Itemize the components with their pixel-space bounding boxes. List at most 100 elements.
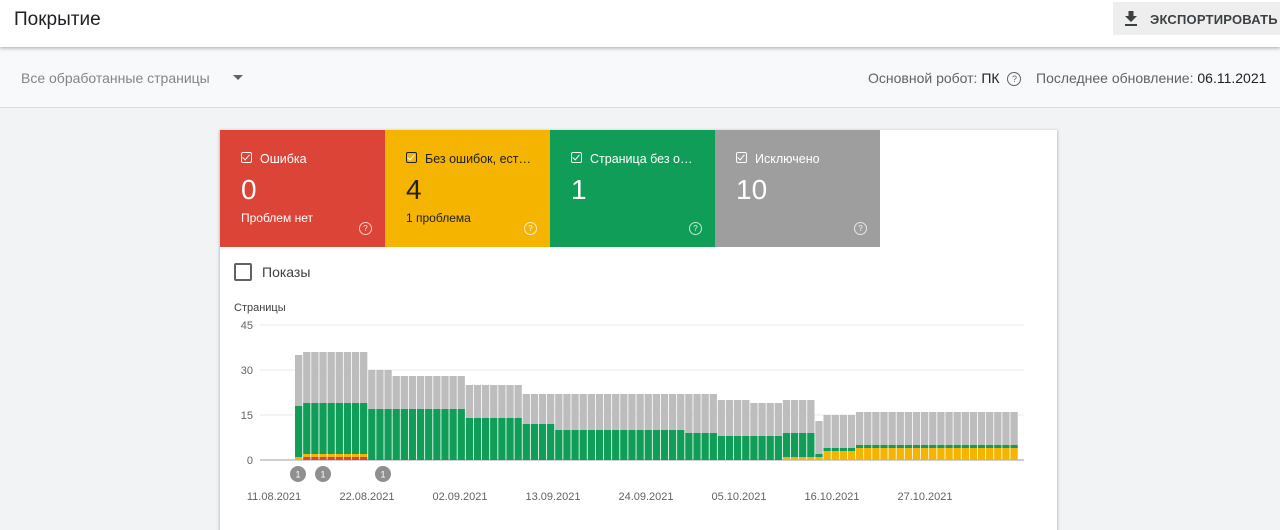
bar-segment-1 <box>799 457 807 460</box>
bar-segment-2 <box>612 430 620 460</box>
bar-segment-3 <box>311 352 319 403</box>
bar-segment-2 <box>343 403 352 454</box>
bar-segment-3 <box>994 412 1002 445</box>
bar-segment-2 <box>758 436 766 460</box>
y-tick-label: 45 <box>241 320 253 332</box>
bar-segment-3 <box>295 355 303 406</box>
pages-filter-dropdown[interactable]: Все обработанные страницы <box>21 70 243 86</box>
bar-segment-1 <box>961 448 969 460</box>
bar-segment-1 <box>847 451 856 460</box>
bar-segment-3 <box>636 394 644 430</box>
x-tick-label: 27.10.2021 <box>897 491 952 503</box>
annotation-label: 1 <box>320 470 325 480</box>
annotation-marker[interactable] <box>315 466 331 482</box>
last-update-value: 06.11.2021 <box>1197 70 1267 86</box>
bar-segment-3 <box>351 352 360 403</box>
bar-segment-1 <box>303 454 311 457</box>
bar-segment-2 <box>465 418 474 460</box>
bar-segment-2 <box>530 424 539 460</box>
bar-segment-1 <box>994 448 1002 460</box>
help-icon[interactable]: ? <box>689 222 702 235</box>
bar-segment-3 <box>368 370 376 409</box>
bar-segment-2 <box>986 445 994 448</box>
bar-segment-3 <box>912 412 921 445</box>
bar-segment-2 <box>750 436 758 460</box>
bar-segment-2 <box>335 403 343 454</box>
bar-segment-2 <box>490 418 498 460</box>
bar-segment-3 <box>441 376 449 409</box>
bar-segment-2 <box>880 445 888 448</box>
bar-segment-3 <box>742 400 750 436</box>
bar-segment-2 <box>555 430 563 460</box>
bar-segment-2 <box>742 436 750 460</box>
bar-segment-2 <box>790 433 799 457</box>
bar-segment-2 <box>953 445 961 448</box>
bar-segment-2 <box>644 430 652 460</box>
bar-segment-2 <box>400 409 408 460</box>
help-icon[interactable]: ? <box>524 222 537 235</box>
bar-segment-3 <box>538 394 547 424</box>
bar-segment-3 <box>652 394 661 430</box>
bar-segment-1 <box>351 454 360 457</box>
bar-segment-1 <box>969 448 978 460</box>
bar-segment-2 <box>945 445 953 448</box>
bar-segment-2 <box>1010 445 1018 448</box>
bar-segment-3 <box>880 412 888 445</box>
bar-segment-3 <box>457 376 465 409</box>
bar-segment-3 <box>823 415 831 448</box>
checkbox-checked-icon <box>571 152 582 163</box>
bar-segment-2 <box>603 430 612 460</box>
annotation-marker[interactable] <box>375 466 391 482</box>
bar-segment-2 <box>473 418 482 460</box>
bar-segment-3 <box>384 370 392 409</box>
bar-segment-2 <box>701 433 709 460</box>
tile-valid-warnings[interactable]: Без ошибок, ест… 4 1 проблема ? <box>385 130 550 247</box>
bar-segment-3 <box>628 394 636 430</box>
bar-segment-3 <box>408 376 417 409</box>
tile-count: 10 <box>736 174 768 205</box>
bar-segment-3 <box>319 352 327 403</box>
tile-valid[interactable]: Страница без о… 1 ? <box>550 130 715 247</box>
bar-segment-2 <box>628 430 636 460</box>
bar-segment-2 <box>441 409 449 460</box>
annotation-label: 1 <box>380 470 385 480</box>
bar-segment-2 <box>799 433 807 457</box>
tile-count: 1 <box>571 174 587 205</box>
annotation-marker[interactable] <box>290 466 306 482</box>
bar-segment-1 <box>360 454 368 457</box>
bar-segment-3 <box>977 412 986 445</box>
help-icon[interactable]: ? <box>854 222 867 235</box>
bar-segment-2 <box>327 403 335 454</box>
robot-help-icon[interactable]: ? <box>1007 72 1022 86</box>
bar-segment-1 <box>807 457 815 460</box>
bar-segment-2 <box>872 445 880 448</box>
bar-segment-3 <box>1010 412 1018 445</box>
export-button[interactable]: ЭКСПОРТИРОВАТЬ <box>1113 2 1280 35</box>
tile-error[interactable]: Ошибка 0 Проблем нет ? <box>220 130 385 247</box>
x-tick-label: 16.10.2021 <box>804 491 859 503</box>
bar-segment-1 <box>921 448 929 460</box>
bar-segment-3 <box>937 412 945 445</box>
help-icon[interactable]: ? <box>359 222 372 235</box>
bar-segment-3 <box>847 415 856 448</box>
tile-excluded[interactable]: Исключено 10 ? <box>715 130 880 247</box>
bar-segment-2 <box>709 433 717 460</box>
bar-segment-3 <box>807 400 815 433</box>
bar-segment-1 <box>831 451 839 460</box>
tile-count: 4 <box>406 174 422 205</box>
pages-filter-value: Все обработанные страницы <box>21 70 210 86</box>
bar-segment-2 <box>839 448 848 451</box>
checkbox-checked-icon <box>406 152 417 163</box>
bar-segment-0 <box>319 457 327 460</box>
bar-segment-2 <box>498 418 506 460</box>
bar-segment-2 <box>319 403 327 454</box>
page-title: Покрытие <box>14 9 101 30</box>
bar-segment-3 <box>945 412 953 445</box>
bar-segment-2 <box>425 409 433 460</box>
bar-segment-3 <box>693 394 701 433</box>
bar-segment-1 <box>904 448 913 460</box>
bar-segment-3 <box>644 394 652 430</box>
bar-segment-2 <box>912 445 921 448</box>
bar-segment-2 <box>376 409 384 460</box>
bar-segment-3 <box>709 394 717 433</box>
